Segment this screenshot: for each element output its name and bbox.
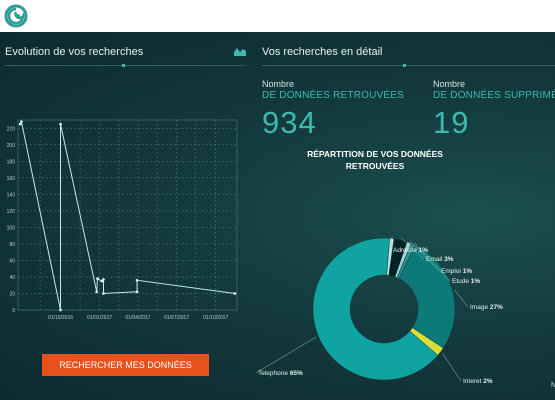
x-tick-label: 01/10/2016 [48,315,73,321]
right-divider-marker [403,64,406,67]
data-point [59,122,62,126]
data-point [135,290,139,294]
slice-label: Email 3% [426,256,454,263]
leader-line [390,236,393,251]
left-panel-divider [5,65,245,66]
leader-line [442,352,462,382]
leader-line [454,289,469,308]
data-point [100,279,104,283]
x-tick-label: 01/01/2017 [87,315,112,321]
slice-label: Telephone 65% [258,370,303,377]
slice-label: Image 27% [470,304,503,311]
data-point [59,308,62,312]
x-tick-label: 01/04/2017 [125,315,150,321]
donut-title: RÉPARTITION DE VOS DONNÉES RETROUVÉES [300,148,450,172]
slice-pct: 3% [444,256,454,263]
left-divider-marker [122,64,125,67]
deleted-sublabel: DE DONNÉES SUPPRIMÉES [433,90,555,101]
data-point [102,292,105,295]
slice-name: Image [470,304,490,311]
y-tick-label: 40 [9,275,15,281]
donut-title-line-1: RÉPARTITION DE VOS DONNÉES [307,149,443,159]
found-label: Nombre [262,79,295,89]
leader-line [413,242,451,282]
donut-title-line-2: RETROUVÉES [345,161,405,171]
leader-line [409,240,440,272]
edge-text: N [551,382,555,389]
slice-pct: 1% [463,268,473,275]
data-point [102,278,105,281]
donut-slice-interet [409,327,444,356]
slice-label: Adresse 1% [393,247,428,254]
plot-frame [17,119,238,311]
deleted-value: 19 [433,105,470,140]
slice-name: Etude [452,278,471,285]
y-tick-label: 200 [7,143,16,149]
leader-line [255,336,317,374]
slice-name: Adresse [393,247,419,254]
x-tick-label: 01/10/2017 [203,315,228,321]
slice-label: Emploi 1% [441,268,472,275]
slice-pct: 2% [483,378,493,385]
right-panel-title: Vos recherches en détail [262,46,383,58]
right-panel-divider [262,65,555,66]
slice-label: Interet 2% [463,378,493,385]
found-sublabel: DE DONNÉES RETROUVÉES [262,90,405,101]
y-tick-label: 60 [9,258,15,264]
data-point [20,120,23,123]
search-data-button[interactable]: RECHERCHER MES DONNÉES [42,354,209,376]
slice-label: Etude 1% [452,278,480,285]
data-point [95,290,98,294]
data-point [18,122,22,126]
slice-name: Interet [463,378,483,385]
data-point [96,277,99,280]
area-chart-icon [234,48,246,56]
x-tick-label: 01/07/2017 [164,315,189,321]
donut-chart: Telephone 65% Adresse 1% Email 3% Emploi 1%… [255,236,503,385]
series-line [19,120,235,311]
swirl-logo-icon[interactable] [4,4,28,28]
y-tick-label: 80 [9,242,15,248]
line-chart: 0 20 40 60 80 100 120 140 160 180 200 220 01/10/2016… [7,119,238,321]
found-value: 934 [262,105,317,140]
y-tick-label: 160 [7,176,16,182]
slice-pct: 65% [290,370,303,377]
donut-slice-telephone [312,237,439,381]
data-point [135,278,139,282]
leader-line [400,237,425,260]
slice-name: Emploi [441,268,463,275]
slice-name: Email [426,256,444,263]
y-tick-label: 120 [7,209,16,215]
top-bar [0,0,555,32]
left-panel-title: Evolution de vos recherches [5,46,144,58]
slice-name: Telephone [258,370,290,377]
y-tick-label: 140 [7,192,16,198]
y-tick-label: 220 [7,126,16,132]
slice-pct: 27% [490,304,503,311]
slice-pct: 1% [419,247,429,254]
data-point [233,292,237,295]
slice-pct: 1% [471,278,481,285]
dashboard-main: Evolution de vos recherches Vos recherch… [0,32,555,400]
y-tick-label: 100 [7,225,16,231]
y-tick-label: 20 [9,291,15,297]
y-tick-label: 0 [12,308,15,314]
deleted-label: Nombre [433,79,466,89]
y-tick-label: 180 [7,159,16,165]
